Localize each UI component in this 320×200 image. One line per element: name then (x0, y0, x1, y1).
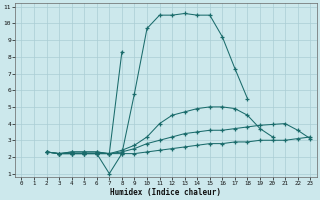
X-axis label: Humidex (Indice chaleur): Humidex (Indice chaleur) (110, 188, 221, 197)
